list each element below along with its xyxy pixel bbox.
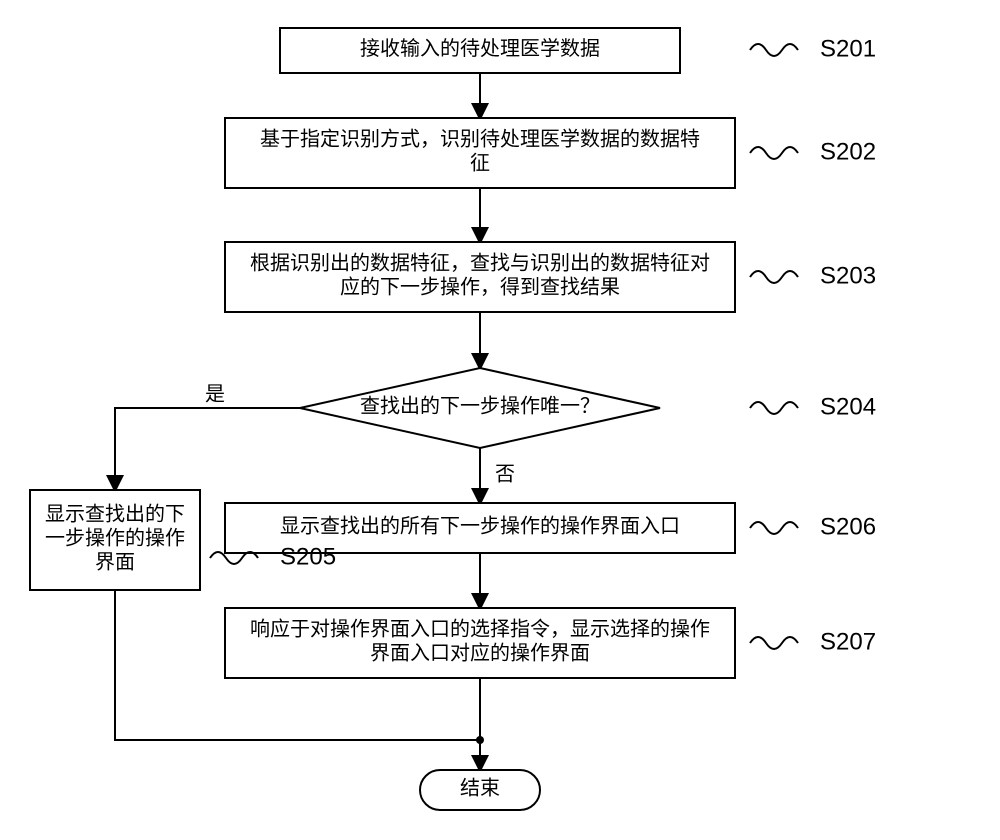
- svg-text:响应于对操作界面入口的选择指令，显示选择的操作: 响应于对操作界面入口的选择指令，显示选择的操作: [250, 618, 710, 641]
- svg-text:是: 是: [205, 384, 225, 406]
- svg-text:否: 否: [495, 464, 515, 486]
- svg-text:应的下一步操作，得到查找结果: 应的下一步操作，得到查找结果: [340, 276, 620, 299]
- svg-text:结束: 结束: [460, 777, 500, 800]
- svg-text:查找出的下一步操作唯一？: 查找出的下一步操作唯一？: [360, 395, 600, 418]
- svg-text:根据识别出的数据特征，查找与识别出的数据特征对: 根据识别出的数据特征，查找与识别出的数据特征对: [250, 252, 710, 275]
- svg-text:S205: S205: [280, 543, 336, 570]
- svg-text:S203: S203: [820, 262, 876, 289]
- svg-text:接收输入的待处理医学数据: 接收输入的待处理医学数据: [360, 37, 600, 60]
- svg-text:S206: S206: [820, 513, 876, 540]
- svg-text:S201: S201: [820, 35, 876, 62]
- svg-text:显示查找出的所有下一步操作的操作界面入口: 显示查找出的所有下一步操作的操作界面入口: [280, 515, 680, 538]
- svg-text:征: 征: [470, 152, 490, 175]
- svg-text:S202: S202: [820, 138, 876, 165]
- svg-text:界面: 界面: [95, 552, 135, 574]
- svg-text:界面入口对应的操作界面: 界面入口对应的操作界面: [370, 642, 590, 665]
- svg-text:S207: S207: [820, 628, 876, 655]
- svg-text:S204: S204: [820, 393, 876, 420]
- svg-text:一步操作的操作: 一步操作的操作: [45, 527, 185, 550]
- svg-text:基于指定识别方式，识别待处理医学数据的数据特: 基于指定识别方式，识别待处理医学数据的数据特: [260, 128, 700, 151]
- svg-text:显示查找出的下: 显示查找出的下: [45, 503, 185, 526]
